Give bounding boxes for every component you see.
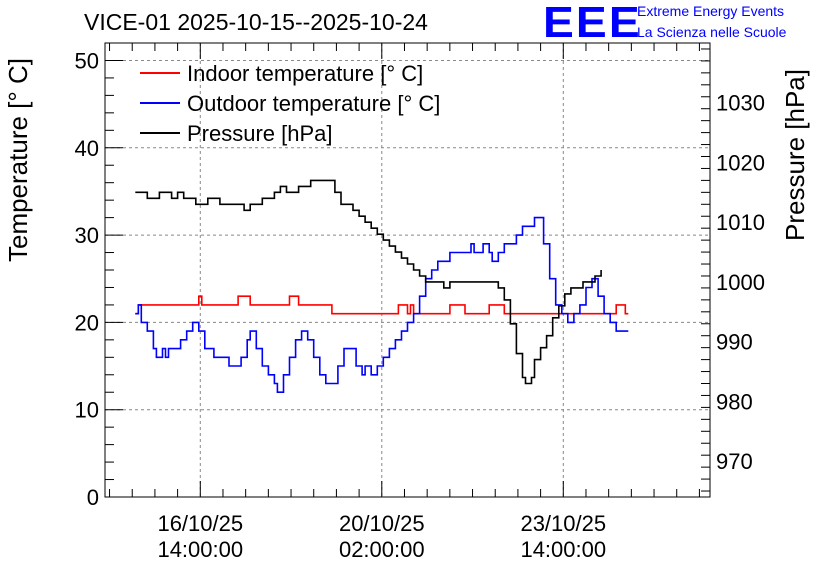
legend-label-2: Pressure [hPa] [187, 121, 333, 146]
eee-logo: EEE [543, 0, 642, 47]
legend-label-0: Indoor temperature [° C] [187, 61, 423, 86]
x-tick-label-time: 14:00:00 [520, 537, 606, 562]
legend-label-1: Outdoor temperature [° C] [187, 91, 440, 116]
y-right-tick-label: 1000 [716, 270, 765, 295]
y-right-tick-label: 1010 [716, 210, 765, 235]
y-right-tick-label: 1020 [716, 150, 765, 175]
series-line-2 [135, 179, 602, 385]
x-tick-label-date: 23/10/25 [520, 511, 606, 536]
x-tick-label-time: 02:00:00 [339, 537, 425, 562]
x-tick-label-date: 16/10/25 [157, 511, 243, 536]
y-left-tick-label: 20 [75, 310, 99, 335]
y-left-tick-label: 10 [75, 398, 99, 423]
x-tick-label-date: 20/10/25 [339, 511, 425, 536]
y-right-tick-label: 1030 [716, 91, 765, 116]
y-axis-right-title: Pressure [hPa] [780, 69, 810, 241]
series-line-1 [135, 216, 629, 393]
plot-frame [104, 42, 711, 498]
y-left-tick-label: 40 [75, 136, 99, 161]
y-right-tick-label: 990 [716, 330, 753, 355]
chart-title: VICE-01 2025-10-15--2025-10-24 [84, 9, 428, 35]
y-left-tick-label: 30 [75, 223, 99, 248]
y-left-tick-label: 50 [75, 48, 99, 73]
y-right-tick-label: 980 [716, 389, 753, 414]
y-axis-left-title: Temperature [° C] [3, 58, 33, 262]
series-line-0 [135, 295, 629, 315]
y-right-tick-label: 970 [716, 449, 753, 474]
x-tick-label-time: 14:00:00 [157, 537, 243, 562]
logo-line-2: La Scienza nelle Scuole [637, 24, 787, 40]
logo-line-1: Extreme Energy Events [637, 3, 785, 19]
y-left-tick-label: 0 [87, 485, 99, 510]
